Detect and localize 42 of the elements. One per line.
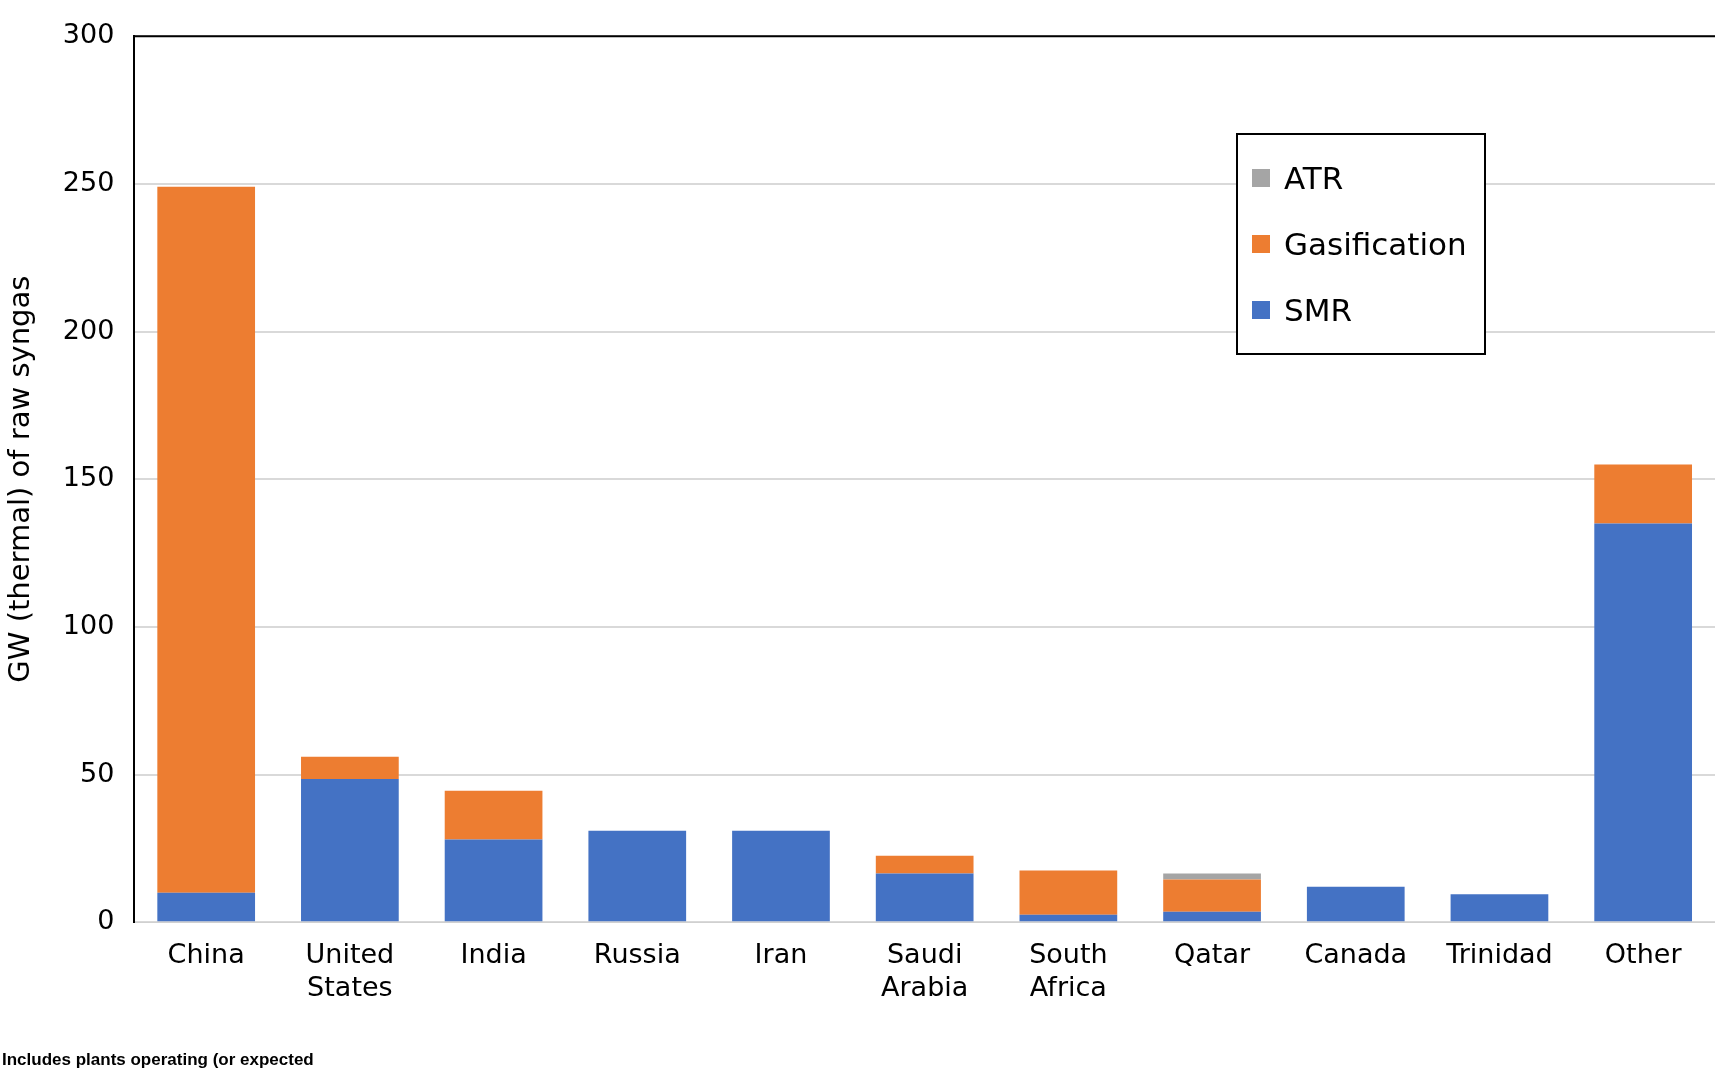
x-tick-label: Other bbox=[1604, 938, 1683, 970]
bar bbox=[732, 830, 830, 922]
x-tick-label: Qatar bbox=[1174, 938, 1251, 970]
legend-label: Gasification bbox=[1284, 226, 1467, 262]
bar bbox=[1163, 879, 1261, 912]
bar bbox=[1163, 873, 1261, 880]
bar bbox=[875, 855, 974, 874]
legend-label: SMR bbox=[1284, 292, 1352, 328]
x-tick-label: India bbox=[460, 938, 527, 970]
bar bbox=[1450, 894, 1549, 922]
x-tick-label: Trinidad bbox=[1445, 938, 1553, 970]
bar bbox=[301, 756, 399, 779]
y-tick-label: 0 bbox=[97, 904, 115, 936]
bar bbox=[301, 778, 399, 922]
y-tick-label: 150 bbox=[62, 461, 115, 493]
x-tick-label: United States bbox=[305, 938, 395, 1002]
bar bbox=[1306, 886, 1405, 922]
bar bbox=[444, 839, 543, 922]
y-tick-label: 300 bbox=[62, 18, 115, 50]
x-tick-label: Russia bbox=[593, 938, 681, 970]
bar bbox=[1019, 914, 1118, 922]
y-tick-label: 50 bbox=[79, 756, 115, 788]
legend-label: ATR bbox=[1284, 160, 1344, 196]
bar bbox=[157, 186, 256, 893]
x-tick-label: China bbox=[167, 938, 245, 970]
bar bbox=[444, 790, 543, 840]
text: Includes plants operating (or expected bbox=[2, 1050, 314, 1070]
bar bbox=[588, 830, 687, 922]
y-tick-label: 100 bbox=[62, 608, 115, 640]
bar bbox=[157, 892, 256, 922]
x-tick-label: Saudi Arabia bbox=[881, 938, 969, 1002]
y-axis-title: GW (thermal) of raw syngas bbox=[1, 275, 36, 683]
x-tick-label: Iran bbox=[754, 938, 808, 970]
bar bbox=[1163, 911, 1261, 922]
bar bbox=[875, 873, 974, 922]
x-tick-label: Canada bbox=[1304, 938, 1408, 970]
y-tick-label: 200 bbox=[62, 313, 115, 345]
y-tick-label: 250 bbox=[62, 165, 115, 197]
bar bbox=[1019, 870, 1118, 915]
x-tick-label: South Africa bbox=[1029, 938, 1108, 1002]
bar bbox=[1594, 464, 1693, 524]
bar bbox=[1594, 523, 1693, 922]
